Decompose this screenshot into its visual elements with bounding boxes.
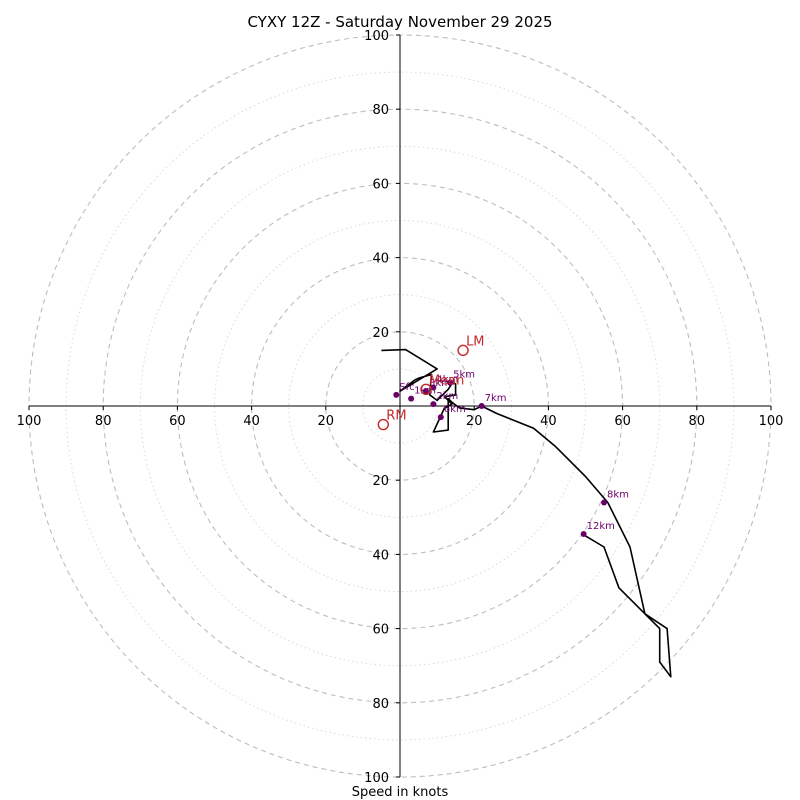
height-marker-label: 8km (607, 489, 629, 500)
height-marker-point (408, 395, 415, 402)
y-tick-label-top: 100 (364, 29, 389, 44)
height-marker-point (430, 401, 437, 408)
x-tick-label-right: 100 (759, 414, 784, 429)
y-tick-label-bottom: 60 (372, 623, 389, 638)
x-tick-label-left: 80 (95, 414, 112, 429)
x-tick-label-right: 60 (614, 414, 631, 429)
y-tick-label-top: 20 (372, 326, 389, 341)
height-marker-label: Sfc (399, 382, 414, 393)
hodograph-line (381, 348, 672, 678)
y-tick-label-bottom: 40 (372, 548, 389, 563)
height-marker-label: 12km (587, 521, 615, 532)
height-marker-label: 7km (485, 393, 507, 404)
storm-motion-markers: LM RM Mean (377, 334, 485, 431)
height-marker-label: 1km (414, 386, 436, 397)
x-tick-label-right: 20 (466, 414, 483, 429)
chart-title: CYXY 12Z - Saturday November 29 2025 (247, 13, 552, 31)
height-marker-point (447, 379, 454, 386)
axes (29, 35, 771, 777)
y-tick-label-top: 40 (372, 252, 389, 267)
storm-motion-label: RM (386, 409, 406, 424)
x-tick-label-right: 80 (689, 414, 706, 429)
tick-labels: 20 20 20 20 40 40 40 40 60 60 60 60 80 80 80 80 100 100 10… (17, 29, 784, 786)
storm-motion-label: LM (466, 334, 484, 349)
height-marker-label: 5km (453, 370, 475, 381)
height-marker-label: 4km (436, 374, 458, 385)
height-marker-point (601, 499, 608, 506)
y-tick-label-top: 80 (372, 103, 389, 118)
height-marker-point (422, 388, 429, 395)
y-tick-label-bottom: 100 (364, 771, 389, 786)
x-axis-label: Speed in knots (352, 785, 449, 800)
height-marker-point (580, 530, 587, 537)
storm-motion-point (457, 344, 469, 357)
hodograph-trace (381, 348, 672, 678)
x-tick-label-left: 60 (169, 414, 186, 429)
height-marker-label: 3km (429, 378, 451, 389)
y-tick-label-top: 60 (372, 177, 389, 192)
height-marker-point (437, 414, 444, 421)
height-marker-point (393, 391, 400, 398)
x-tick-label-left: 40 (243, 414, 260, 429)
storm-motion-point (377, 418, 390, 431)
height-marker-point (430, 384, 437, 391)
height-marker-label: 2km (436, 391, 458, 402)
y-tick-label-bottom: 20 (372, 474, 389, 489)
storm-motion-point (420, 383, 432, 396)
height-marker-point (478, 403, 485, 409)
x-tick-label-left: 20 (318, 414, 335, 429)
storm-motion-label: Mean (429, 373, 464, 388)
x-tick-label-left: 100 (17, 414, 42, 429)
height-marker-label: 6km (444, 404, 466, 415)
x-tick-label-right: 40 (540, 414, 557, 429)
y-tick-label-bottom: 80 (372, 697, 389, 712)
